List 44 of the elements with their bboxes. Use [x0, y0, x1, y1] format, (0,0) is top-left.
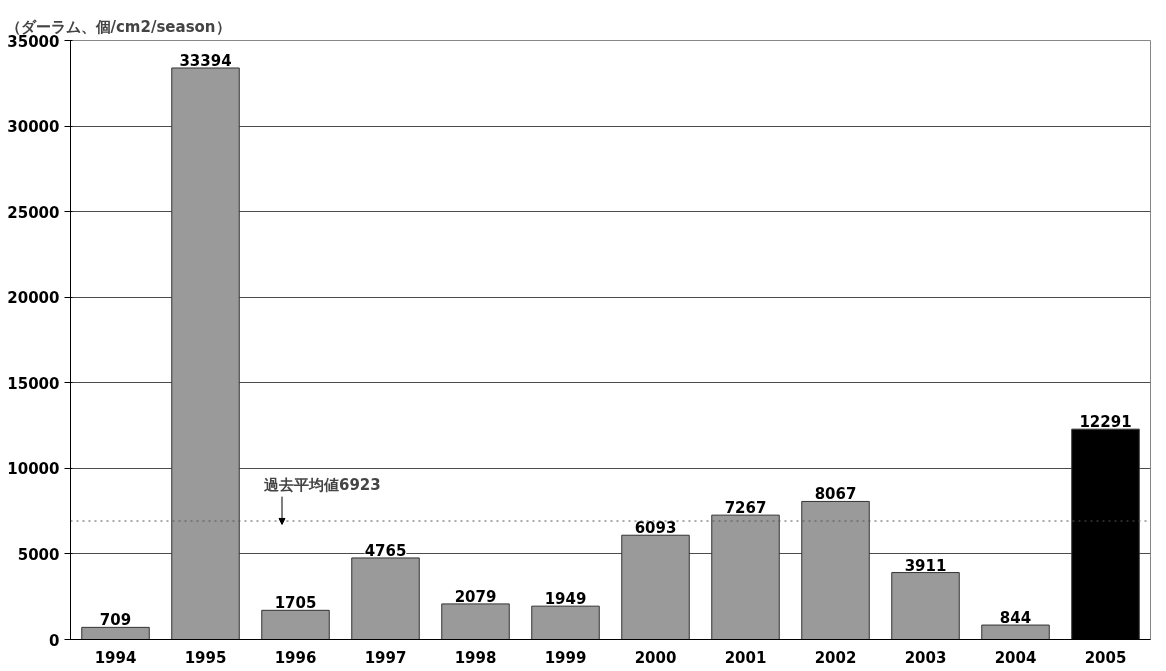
data-label: 33394 [179, 51, 232, 70]
y-axis-title: （ダーラム、個/cm2/season） [5, 17, 231, 36]
bar [261, 609, 330, 640]
x-tick-label: 2000 [634, 648, 677, 667]
x-tick-label: 1997 [364, 648, 407, 667]
x-tick-label: 2002 [814, 648, 857, 667]
bar [801, 500, 870, 640]
x-tick-label: 1994 [94, 648, 137, 667]
bar [891, 572, 960, 640]
data-label: 1949 [544, 590, 587, 609]
bar [351, 557, 420, 640]
bar [711, 514, 780, 640]
data-label: 1705 [274, 594, 317, 613]
data-label: 844 [999, 609, 1032, 628]
y-tick-label: 0 [49, 631, 60, 650]
data-label: 709 [99, 611, 132, 630]
y-tick-label: 25000 [7, 203, 60, 222]
data-label: 2079 [454, 587, 497, 606]
y-tick-label: 30000 [7, 118, 60, 137]
data-label: 4765 [364, 541, 407, 560]
bar [531, 605, 600, 640]
y-tick-label: 20000 [7, 289, 60, 308]
data-label: 7267 [724, 499, 767, 518]
x-tick-label: 2005 [1084, 648, 1127, 667]
x-tick-label: 2004 [994, 648, 1037, 667]
x-tick-label: 1998 [454, 648, 497, 667]
x-tick-label: 1995 [184, 648, 227, 667]
bar [621, 534, 690, 640]
ref-line-label: 過去平均値6923 [263, 476, 381, 495]
y-tick-label: 10000 [7, 460, 60, 479]
data-label: 3911 [904, 556, 947, 575]
x-tick-label: 1996 [274, 648, 317, 667]
data-label: 6093 [634, 519, 677, 538]
data-label: 8067 [814, 485, 857, 504]
x-tick-label: 2003 [904, 648, 947, 667]
x-tick-label: 2001 [724, 648, 767, 667]
data-label: 12291 [1079, 413, 1132, 432]
y-tick-label: 5000 [17, 545, 60, 564]
bar [981, 624, 1050, 640]
y-tick-label: 15000 [7, 374, 60, 393]
bar [441, 603, 510, 640]
x-tick-label: 1999 [544, 648, 587, 667]
bar [171, 67, 240, 640]
bar [81, 626, 150, 640]
